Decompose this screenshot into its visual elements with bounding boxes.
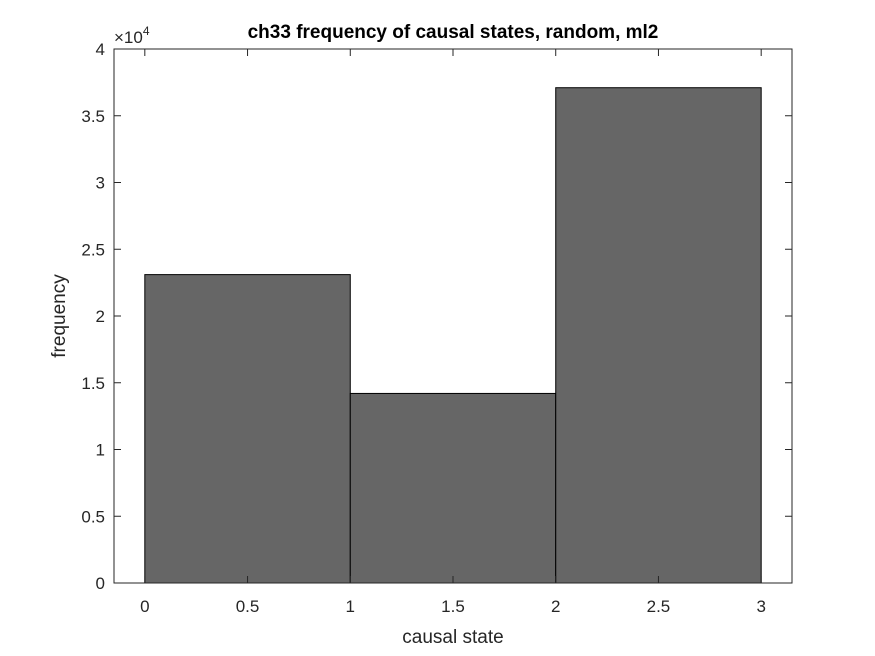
y-tick-label-0: 0 (96, 574, 105, 593)
x-tick-label-3: 1.5 (441, 597, 465, 616)
histogram-bar-1 (349, 392, 557, 584)
x-tick-label-1: 0.5 (236, 597, 260, 616)
y-tick-label-6: 3 (96, 174, 105, 193)
x-tick-label-6: 3 (756, 597, 765, 616)
y-exponent-power: 4 (143, 24, 150, 38)
x-tick-label-4: 2 (551, 597, 560, 616)
y-tick-label-4: 2 (96, 307, 105, 326)
histogram-bar-2 (555, 87, 762, 584)
histogram-bar-0 (144, 274, 351, 584)
x-ticks-group: 0 0.5 1 1.5 2 2.5 3 (140, 49, 766, 616)
y-exponent-label: ×104 (114, 24, 150, 47)
y-ticks-group: 0 0.5 1 1.5 2 2.5 3 3.5 4 (81, 40, 792, 593)
chart-title: ch33 frequency of causal states, random,… (248, 22, 659, 43)
x-axis-label: causal state (402, 627, 503, 648)
y-tick-label-3: 1.5 (81, 374, 105, 393)
y-axis-label: frequency (49, 274, 70, 358)
x-tick-label-2: 1 (346, 597, 355, 616)
y-tick-label-2: 1 (96, 441, 105, 460)
y-tick-label-8: 4 (96, 40, 105, 59)
y-exponent-base: ×10 (114, 28, 143, 47)
x-tick-label-0: 0 (140, 597, 149, 616)
bars-group (144, 87, 762, 584)
y-tick-label-7: 3.5 (81, 107, 105, 126)
y-tick-label-1: 0.5 (81, 507, 105, 526)
x-tick-label-5: 2.5 (647, 597, 671, 616)
y-tick-label-5: 2.5 (81, 240, 105, 259)
